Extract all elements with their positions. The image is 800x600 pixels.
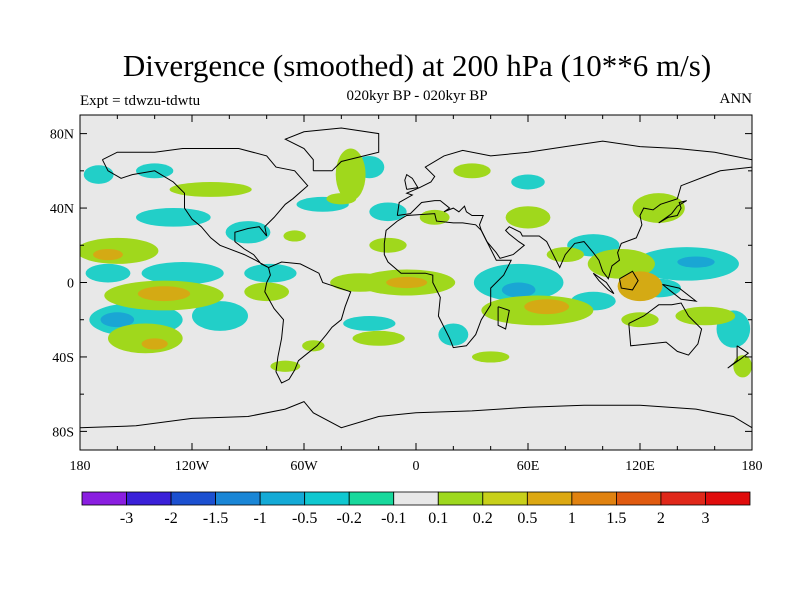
experiment-label: Expt = tdwzu-tdwtu xyxy=(80,93,201,109)
divergence-region-54 xyxy=(302,340,325,352)
chart-title: Divergence (smoothed) at 200 hPa (10**6 … xyxy=(122,48,712,83)
coastline-australia xyxy=(628,302,703,356)
colorbar-label: 0.5 xyxy=(517,510,537,527)
colorbar-label: 1.5 xyxy=(606,510,626,527)
x-tick-label: 180 xyxy=(742,459,763,474)
y-tick-label: 40S xyxy=(52,351,74,366)
colorbar-swatch xyxy=(259,491,306,506)
coastline-new-zealand xyxy=(727,345,750,369)
x-tick-label: 180 xyxy=(70,459,91,474)
divergence-region-46 xyxy=(621,312,659,328)
x-tick-label: 120W xyxy=(175,459,210,474)
divergence-region-25 xyxy=(93,249,123,261)
divergence-region-40 xyxy=(419,209,450,225)
coastline-madagascar xyxy=(497,306,510,330)
colorbar-swatch xyxy=(304,491,350,506)
colorbar-label: -1 xyxy=(253,510,266,527)
coastline-south-america xyxy=(264,261,352,384)
colorbar-swatch xyxy=(126,491,172,506)
colorbar-swatch xyxy=(660,491,706,506)
divergence-region-28 xyxy=(108,323,183,354)
divergence-region-39 xyxy=(453,163,491,179)
divergence-region-13 xyxy=(501,282,536,298)
colorbar-label: 0.2 xyxy=(473,510,493,527)
y-tick-label: 80N xyxy=(50,128,74,143)
y-tick-label: 40N xyxy=(50,202,74,217)
colorbar-label: -0.2 xyxy=(337,510,362,527)
coastline-antarctica xyxy=(80,401,752,429)
divergence-region-4 xyxy=(100,312,135,328)
colorbar-swatch xyxy=(526,491,573,506)
x-tick-label: 120E xyxy=(625,459,655,474)
divergence-region-52 xyxy=(283,230,306,242)
colorbar-swatch xyxy=(616,491,662,506)
divergence-region-49 xyxy=(675,306,736,326)
colorbar-swatch xyxy=(482,491,528,506)
coastline-borneo xyxy=(619,270,639,291)
coastline-greenland xyxy=(284,127,380,172)
x-tick-label: 60W xyxy=(290,459,318,474)
colorbar-label: 0.1 xyxy=(428,510,448,527)
divergence-region-43 xyxy=(524,299,570,315)
coastline-africa xyxy=(383,213,513,349)
coastline-new-guinea xyxy=(662,283,698,302)
divergence-region-19 xyxy=(83,165,114,184)
divergence-region-29 xyxy=(141,338,168,350)
divergence-region-22 xyxy=(511,174,545,190)
x-tick-label: 60E xyxy=(517,459,540,474)
colorbar-swatch xyxy=(571,491,617,506)
divergence-region-48 xyxy=(617,271,663,302)
colorbar-label: -0.1 xyxy=(381,510,406,527)
divergence-region-12 xyxy=(473,263,564,302)
divergence-region-51 xyxy=(270,360,301,372)
divergence-region-33 xyxy=(386,276,428,289)
divergence-region-45 xyxy=(587,249,655,279)
coastline-eurasia xyxy=(396,140,752,280)
colorbar-swatch xyxy=(705,491,751,506)
colorbar-swatch xyxy=(170,491,216,506)
colorbar-swatch xyxy=(437,491,484,506)
divergence-region-41 xyxy=(505,206,551,229)
y-tick-label: 80S xyxy=(52,425,74,440)
coastline-japan xyxy=(658,200,687,224)
colorbar-label: -0.5 xyxy=(292,510,317,527)
colorbar-swatch xyxy=(81,491,127,506)
divergence-region-50 xyxy=(733,355,752,378)
colorbar-label: -3 xyxy=(120,510,133,527)
period-label: ANN xyxy=(719,91,753,107)
divergence-region-7 xyxy=(136,208,211,227)
y-tick-label: 0 xyxy=(67,277,74,292)
divergence-region-11 xyxy=(438,323,469,346)
divergence-region-17 xyxy=(677,256,715,268)
chart-subtitle: 020kyr BP - 020kyr BP xyxy=(346,88,488,104)
divergence-region-9 xyxy=(343,316,396,331)
divergence-region-37 xyxy=(369,237,407,253)
coastline-north-america xyxy=(101,148,309,269)
divergence-region-5 xyxy=(192,301,248,331)
colorbar-swatch xyxy=(215,491,261,506)
divergence-region-0 xyxy=(141,262,224,285)
divergence-region-27 xyxy=(137,286,191,302)
divergence-region-38 xyxy=(352,330,405,346)
colorbar-label: 2 xyxy=(657,510,665,527)
colorbar-label: 1 xyxy=(568,510,576,527)
coastline-britain xyxy=(404,173,419,190)
colorbar-label: -1.5 xyxy=(203,510,228,527)
divergence-region-53 xyxy=(472,351,510,363)
colorbar-swatch xyxy=(348,491,395,506)
divergence-region-10 xyxy=(369,202,407,222)
x-tick-label: 0 xyxy=(413,459,420,474)
divergence-region-34 xyxy=(169,182,252,197)
divergence-region-30 xyxy=(244,282,290,302)
colorbar-swatch xyxy=(393,491,439,506)
colorbar-label: -2 xyxy=(164,510,177,527)
coastline-sumatra xyxy=(592,272,615,295)
divergence-region-1 xyxy=(85,263,131,283)
colorbar-label: 3 xyxy=(701,510,709,527)
